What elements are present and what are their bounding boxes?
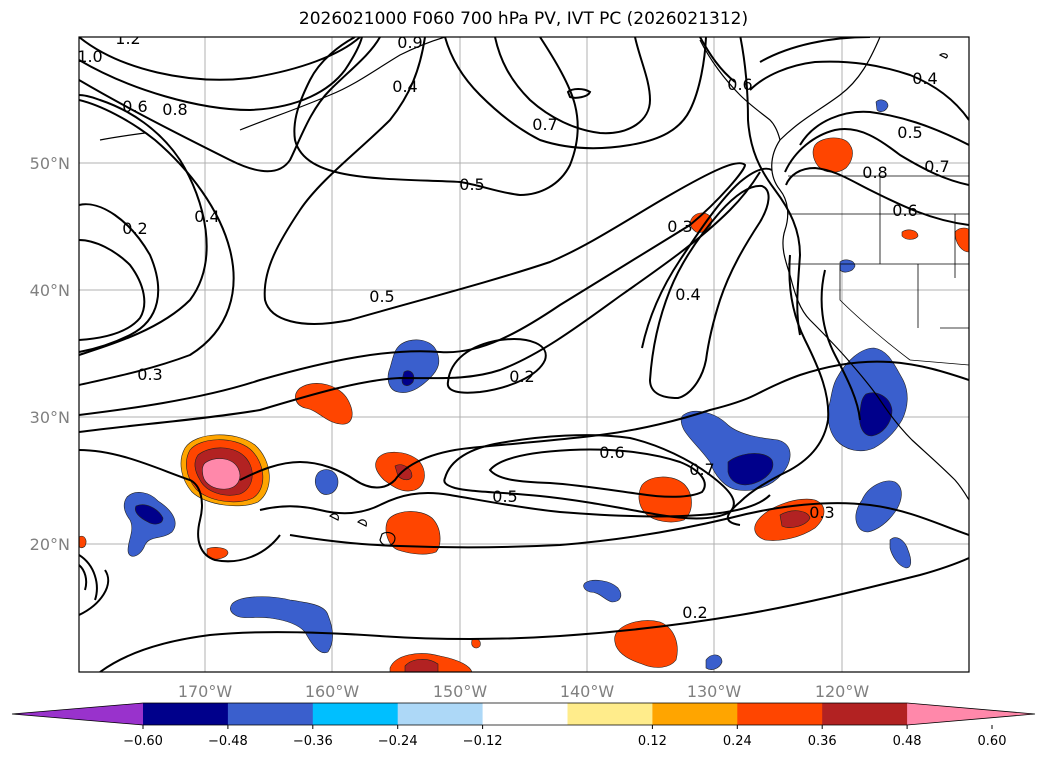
colorbar-segment — [567, 703, 653, 725]
contour-label: 0.9 — [397, 33, 422, 52]
pv-contours — [79, 37, 969, 672]
pv-shading — [79, 99, 969, 672]
contour-label: 0.4 — [675, 285, 700, 304]
colorbar-extend-high — [907, 703, 1035, 725]
latitude-labels: 50°N 40°N 30°N 20°N — [30, 154, 70, 554]
colorbar-tick-label: 0.36 — [808, 734, 837, 749]
contour-label: 0.8 — [162, 100, 187, 119]
colorbar-segment — [737, 703, 823, 725]
contour-label: 0.6 — [122, 97, 147, 116]
lon-label-140w: 140°W — [560, 682, 615, 701]
colorbar-segment — [822, 703, 908, 725]
colorbar-tick-label: 0.12 — [638, 734, 667, 749]
contour-label: 0.8 — [862, 163, 887, 182]
contour-label: 0.2 — [682, 603, 707, 622]
map-frame — [78, 36, 970, 673]
contour-label: 0.7 — [924, 157, 949, 176]
colorbar-tick-label: −0.48 — [208, 734, 248, 749]
borders — [788, 175, 969, 366]
lat-label-50n: 50°N — [30, 154, 70, 173]
contour-label: 0.5 — [492, 487, 517, 506]
contour-label: 0.4 — [912, 69, 937, 88]
contour-label: 1.0 — [77, 47, 102, 66]
colorbar-tick-label: −0.36 — [293, 734, 333, 749]
map-title: 2026021000 F060 700 hPa PV, IVT PC (2026… — [298, 9, 749, 29]
colorbar-segment — [397, 703, 484, 725]
colorbar-tick-label: 0.60 — [978, 734, 1007, 749]
contour-label: 0.3 — [667, 217, 692, 236]
contour-label: 0.2 — [122, 219, 147, 238]
contour-label: 0.5 — [369, 287, 394, 306]
lat-label-40n: 40°N — [30, 281, 70, 300]
lon-label-120w: 120°W — [815, 682, 870, 701]
lon-label-130w: 130°W — [687, 682, 742, 701]
contour-labels: 1.2 1.0 0.6 0.8 0.9 0.4 0.7 0.6 0.4 0.5 … — [77, 29, 950, 622]
contour-label: 0.4 — [194, 207, 219, 226]
colorbar-segment — [312, 703, 399, 725]
colorbar-segment — [227, 703, 314, 725]
contour-label: 0.6 — [727, 75, 752, 94]
longitude-labels: 170°W 160°W 150°W 140°W 130°W 120°W — [178, 682, 870, 701]
contour-label: 0.7 — [689, 460, 714, 479]
colorbar: −0.60 −0.48 −0.36 −0.24 −0.12 0.12 0.24 0.36 0.4… — [11, 702, 1036, 749]
lat-label-20n: 20°N — [30, 535, 70, 554]
contour-label: 0.4 — [392, 77, 417, 96]
colorbar-tick-label: −0.24 — [378, 734, 418, 749]
lat-label-30n: 30°N — [30, 408, 70, 427]
contour-label: 0.7 — [532, 115, 557, 134]
colorbar-tick-label: 0.24 — [723, 734, 752, 749]
lon-label-150w: 150°W — [433, 682, 488, 701]
lon-label-160w: 160°W — [305, 682, 360, 701]
contour-label: 0.2 — [509, 367, 534, 386]
contour-label: 0.3 — [809, 503, 834, 522]
colorbar-tick-label: 0.48 — [893, 734, 922, 749]
colorbar-segment — [482, 703, 568, 725]
coastlines — [99, 37, 969, 547]
contour-label: 0.5 — [897, 123, 922, 142]
contour-label: 0.3 — [137, 365, 162, 384]
contour-label: 0.6 — [599, 443, 624, 462]
contour-label: 0.6 — [892, 201, 917, 220]
contour-label: 1.2 — [115, 29, 140, 48]
map-panel[interactable]: 1.2 1.0 0.6 0.8 0.9 0.4 0.7 0.6 0.4 0.5 … — [77, 29, 970, 673]
contour-label: 0.5 — [459, 175, 484, 194]
colorbar-segment — [652, 703, 738, 725]
colorbar-tick-label: −0.60 — [123, 734, 163, 749]
lon-label-170w: 170°W — [178, 682, 233, 701]
colorbar-tick-label: −0.12 — [463, 734, 503, 749]
colorbar-segment — [143, 703, 229, 725]
colorbar-extend-low — [12, 703, 143, 725]
